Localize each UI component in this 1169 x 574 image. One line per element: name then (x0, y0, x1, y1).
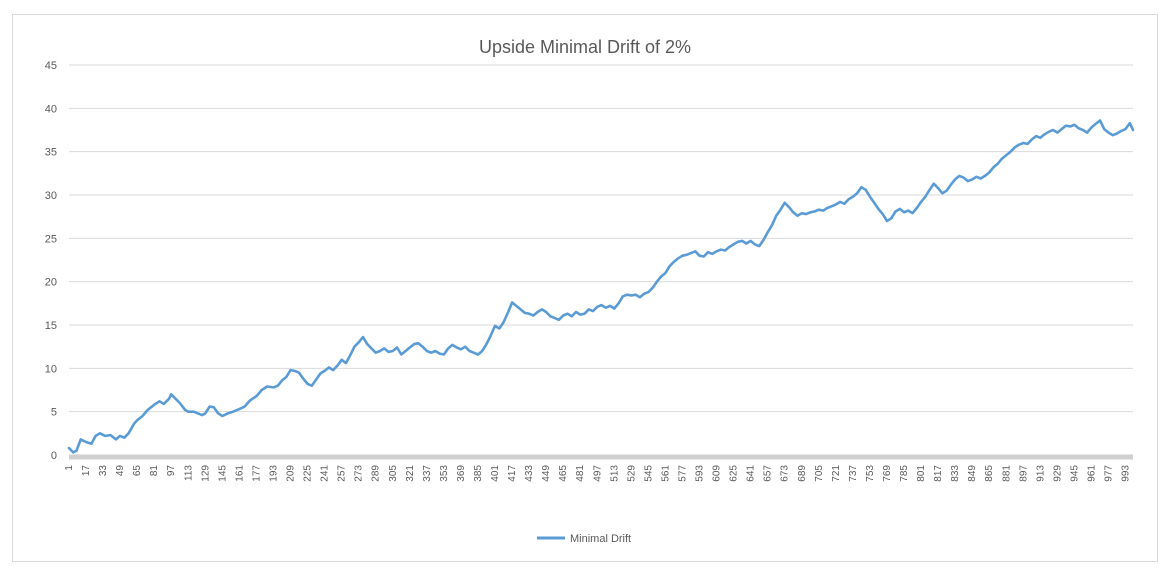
x-tick-label: 801 (916, 465, 927, 482)
x-tick-label: 993 (1121, 465, 1132, 482)
gridlines (69, 64, 1133, 413)
x-tick-label: 337 (422, 465, 433, 482)
x-tick-label: 401 (490, 465, 501, 482)
x-tick-label: 161 (234, 465, 245, 482)
x-tick-label: 817 (933, 465, 944, 482)
x-tick-label: 385 (473, 465, 484, 482)
x-tick-label: 961 (1086, 465, 1097, 482)
y-tick-label: 15 (45, 320, 57, 332)
x-tick-label: 257 (337, 465, 348, 482)
x-tick-label: 625 (729, 465, 740, 482)
legend-label: Minimal Drift (570, 533, 631, 545)
x-tick-label: 481 (575, 465, 586, 482)
x-tick-label: 417 (507, 465, 518, 482)
x-tick-label: 689 (797, 465, 808, 482)
x-tick-label: 497 (592, 465, 603, 482)
x-tick-label: 33 (98, 465, 109, 477)
chart-title: Upside Minimal Drift of 2% (479, 37, 691, 57)
x-tick-label: 353 (439, 465, 450, 482)
x-tick-label: 145 (217, 465, 228, 482)
x-tick-label: 289 (371, 465, 382, 482)
x-tick-label: 705 (814, 465, 825, 482)
x-tick-label: 593 (695, 465, 706, 482)
x-tick-label: 433 (524, 465, 535, 482)
x-tick-label: 945 (1069, 465, 1080, 482)
x-tick-label: 529 (626, 465, 637, 482)
x-tick-label: 49 (115, 465, 126, 477)
x-tick-label: 673 (780, 465, 791, 482)
x-tick-label: 657 (763, 465, 774, 482)
x-axis: 1 17 33 49 65 81 97 113 129 145 161 177 193 209 225 241… (64, 454, 1133, 482)
y-tick-label: 25 (45, 233, 57, 245)
y-tick-label: 20 (45, 277, 57, 289)
x-tick-label: 561 (660, 465, 671, 482)
y-tick-label: 10 (45, 363, 57, 375)
x-tick-label: 753 (865, 465, 876, 482)
x-tick-label: 241 (320, 465, 331, 482)
x-tick-label: 977 (1104, 465, 1115, 482)
x-tick-label: 929 (1052, 465, 1063, 482)
x-tick-label: 81 (149, 465, 160, 477)
x-tick-label: 321 (405, 465, 416, 482)
x-tick-label: 449 (541, 465, 552, 482)
x-tick-label: 881 (1001, 465, 1012, 482)
x-tick-label: 641 (746, 465, 757, 482)
x-tick-label: 273 (354, 465, 365, 482)
legend: Minimal Drift (537, 533, 631, 545)
x-tick-label: 609 (712, 465, 723, 482)
x-tick-label: 97 (166, 465, 177, 477)
y-tick-label: 30 (45, 190, 57, 202)
line-chart: 0 5 10 15 20 25 30 35 40 45 1 17 33 49 65 81 97 113 129 14… (45, 37, 1135, 545)
x-tick-label: 913 (1035, 465, 1046, 482)
x-tick-label: 577 (677, 465, 688, 482)
x-tick-label: 177 (251, 465, 262, 482)
x-tick-label: 513 (609, 465, 620, 482)
y-tick-label: 35 (45, 147, 57, 159)
y-axis: 0 5 10 15 20 25 30 35 40 45 (45, 60, 57, 462)
chart-frame: 0 5 10 15 20 25 30 35 40 45 1 17 33 49 65 81 97 113 129 14… (12, 14, 1158, 562)
x-tick-label: 769 (882, 465, 893, 482)
x-tick-label: 193 (268, 465, 279, 482)
y-tick-label: 40 (45, 103, 57, 115)
y-tick-label: 0 (51, 450, 57, 462)
x-tick-label: 209 (286, 465, 297, 482)
x-tick-label: 113 (183, 465, 194, 481)
series-line-minimal-drift (67, 119, 1135, 454)
x-tick-label: 545 (643, 465, 654, 482)
x-tick-label: 833 (950, 465, 961, 482)
x-tick-label: 737 (848, 465, 859, 482)
x-tick-label: 465 (558, 465, 569, 482)
x-tick-label: 225 (303, 465, 314, 482)
x-tick-label: 865 (984, 465, 995, 482)
x-tick-label: 1 (64, 465, 75, 471)
x-tick-label: 721 (831, 465, 842, 482)
x-tick-label: 65 (132, 465, 143, 477)
x-tick-label: 849 (967, 465, 978, 482)
series-layer (67, 119, 1135, 454)
x-tick-label: 897 (1018, 465, 1029, 482)
x-tick-label: 785 (899, 465, 910, 482)
x-tick-label: 129 (200, 465, 211, 482)
x-tick-label: 369 (456, 465, 467, 482)
y-tick-label: 5 (51, 407, 57, 419)
x-tick-label: 17 (81, 465, 92, 477)
x-tick-label: 305 (388, 465, 399, 482)
y-tick-label: 45 (45, 60, 57, 72)
